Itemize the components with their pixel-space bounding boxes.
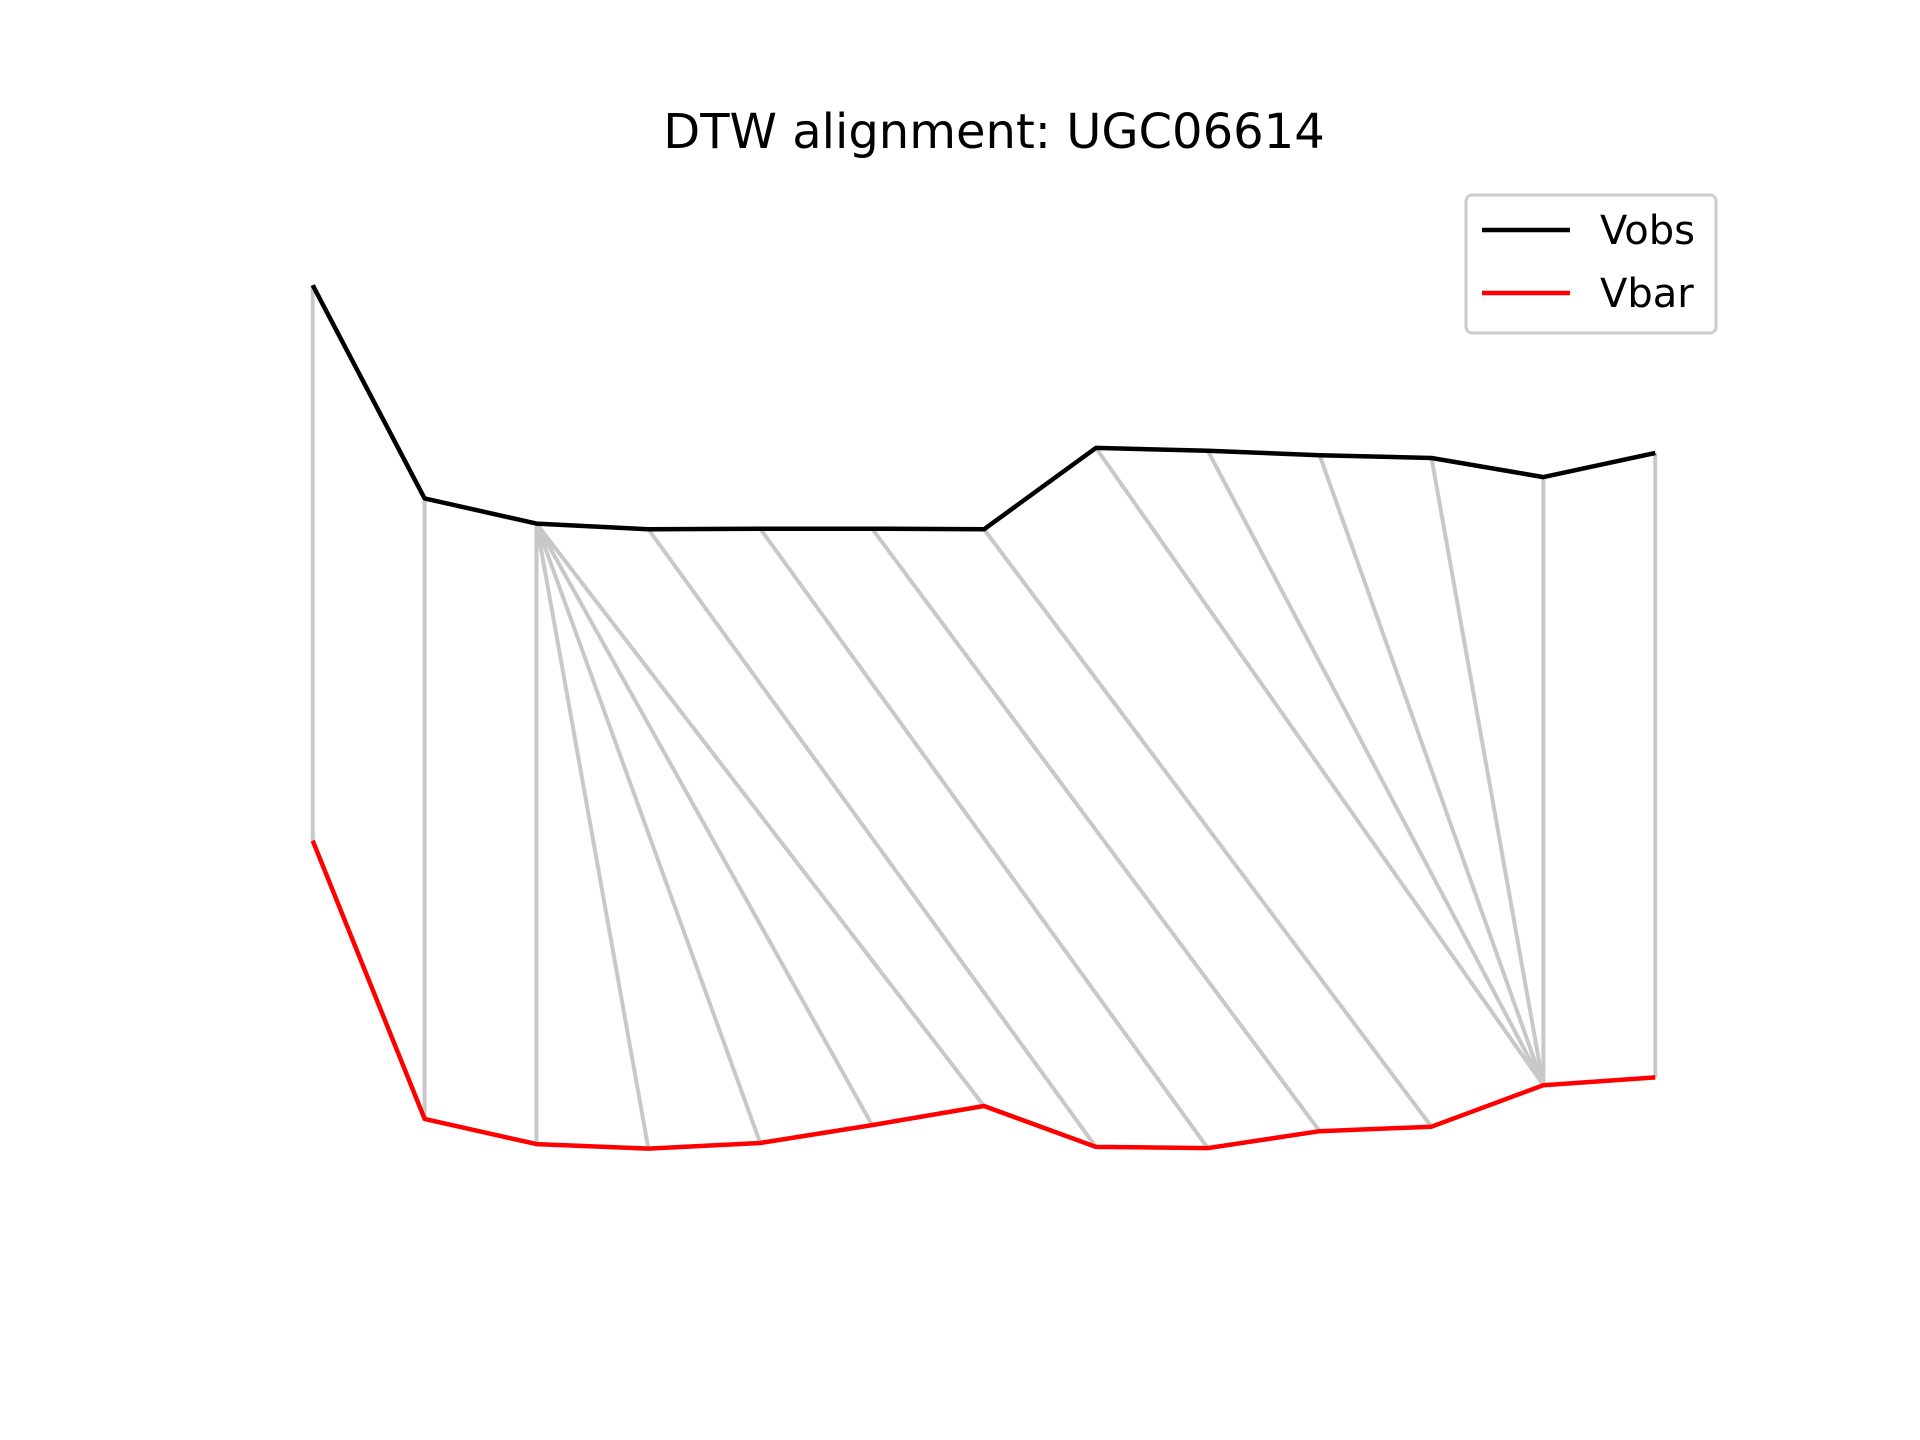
alignment-line-10: [982, 528, 1434, 1128]
alignment-line-6: [534, 522, 986, 1108]
alignment-line-14: [1429, 457, 1546, 1086]
legend: Vobs Vbar: [1464, 193, 1718, 335]
alignment-line-7: [646, 528, 1098, 1149]
alignment-line-9: [870, 527, 1322, 1133]
alignment-line-3: [534, 523, 651, 1149]
legend-label-vbar: Vbar: [1600, 271, 1694, 317]
alignment-line-5: [534, 522, 874, 1127]
chart-title: DTW alignment: UGC06614: [663, 104, 1324, 160]
alignment-line-13: [1317, 454, 1546, 1086]
series-line-vbar: [310, 839, 1656, 1151]
legend-label-vobs: Vobs: [1600, 208, 1695, 254]
series-line-vobs: [310, 284, 1656, 532]
alignment-line-4: [534, 522, 763, 1144]
alignment-line-8: [758, 527, 1210, 1150]
alignment-lines: [310, 285, 1658, 1150]
alignment-line-11: [1094, 446, 1546, 1087]
series-lines: [310, 284, 1656, 1151]
alignment-line-12: [1205, 449, 1546, 1087]
